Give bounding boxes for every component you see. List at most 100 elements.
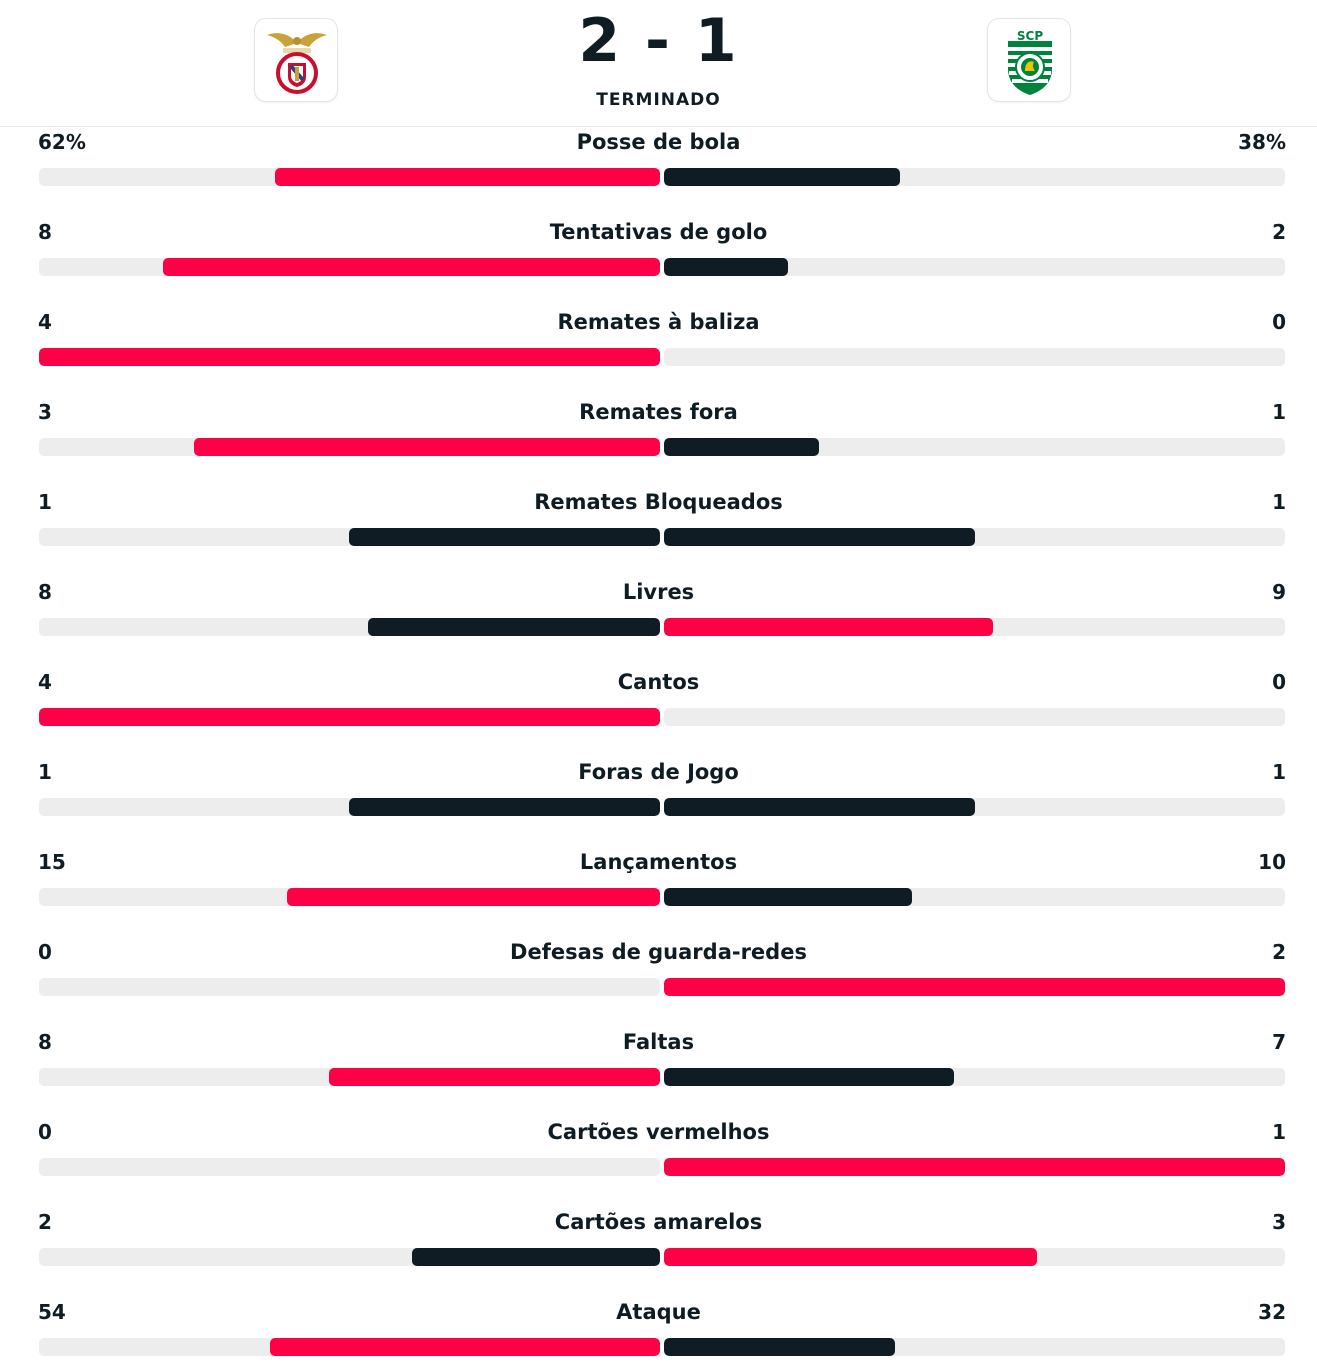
stat-away-value: 38% xyxy=(1238,130,1286,154)
stat-home-bar xyxy=(329,1068,660,1086)
stat-away-bar xyxy=(664,438,819,456)
stat-label: Foras de Jogo xyxy=(578,760,739,784)
stat-row: 8 Tentativas de golo 2 xyxy=(0,217,1317,307)
stat-away-value: 1 xyxy=(1272,400,1286,424)
stat-row: 2 Cartões amarelos 3 xyxy=(0,1207,1317,1297)
stat-away-bar xyxy=(664,798,975,816)
stat-home-bar-track xyxy=(39,528,660,546)
stat-away-bar-track xyxy=(664,258,1285,276)
stat-home-value: 8 xyxy=(38,1030,52,1054)
stat-away-bar-track xyxy=(664,438,1285,456)
stat-home-value: 1 xyxy=(38,760,52,784)
stat-home-bar xyxy=(412,1248,660,1266)
stat-row: 54 Ataque 32 xyxy=(0,1297,1317,1367)
stat-away-bar-track xyxy=(664,168,1285,186)
stat-row: 0 Defesas de guarda-redes 2 xyxy=(0,937,1317,1027)
stat-away-value: 10 xyxy=(1258,850,1286,874)
stat-away-value: 0 xyxy=(1272,310,1286,334)
stat-home-bar-track xyxy=(39,1338,660,1356)
stat-away-value: 2 xyxy=(1272,220,1286,244)
stat-home-bar xyxy=(39,348,660,366)
svg-text:SCP: SCP xyxy=(1017,29,1043,43)
stat-row: 8 Livres 9 xyxy=(0,577,1317,667)
stat-label: Defesas de guarda-redes xyxy=(510,940,807,964)
stat-away-bar xyxy=(664,168,900,186)
stat-home-value: 62% xyxy=(38,130,86,154)
stat-away-bar xyxy=(664,978,1285,996)
stat-home-value: 4 xyxy=(38,670,52,694)
stat-away-value: 2 xyxy=(1272,940,1286,964)
stat-away-bar xyxy=(664,888,912,906)
stat-label: Livres xyxy=(622,580,695,604)
stat-home-value: 15 xyxy=(38,850,66,874)
stat-away-bar xyxy=(664,1248,1037,1266)
stat-label: Cartões amarelos xyxy=(554,1210,763,1234)
stat-away-value: 1 xyxy=(1272,760,1286,784)
stat-away-value: 32 xyxy=(1258,1300,1286,1324)
stat-home-value: 0 xyxy=(38,1120,52,1144)
stat-home-bar-track xyxy=(39,798,660,816)
stat-home-bar xyxy=(163,258,660,276)
stat-home-bar xyxy=(349,798,660,816)
stat-away-value: 0 xyxy=(1272,670,1286,694)
stat-home-value: 8 xyxy=(38,580,52,604)
stat-home-value: 2 xyxy=(38,1210,52,1234)
stat-away-bar-track xyxy=(664,978,1285,996)
stat-row: 15 Lançamentos 10 xyxy=(0,847,1317,937)
stat-home-value: 4 xyxy=(38,310,52,334)
stat-home-value: 3 xyxy=(38,400,52,424)
match-statistics: 62% Posse de bola 38% 8 Tentativas de golo 2 4… xyxy=(0,127,1317,1367)
stat-home-value: 54 xyxy=(38,1300,66,1324)
stat-away-bar-track xyxy=(664,618,1285,636)
stat-row: 3 Remates fora 1 xyxy=(0,397,1317,487)
stat-home-bar-track xyxy=(39,438,660,456)
stat-away-bar-track xyxy=(664,348,1285,366)
stat-label: Remates Bloqueados xyxy=(534,490,783,514)
stat-row: 62% Posse de bola 38% xyxy=(0,127,1317,217)
stat-home-bar xyxy=(287,888,660,906)
stat-away-value: 1 xyxy=(1272,490,1286,514)
stat-away-bar-track xyxy=(664,888,1285,906)
stat-home-bar xyxy=(349,528,660,546)
stat-away-value: 1 xyxy=(1272,1120,1286,1144)
stat-away-value: 3 xyxy=(1272,1210,1286,1234)
stat-label: Remates fora xyxy=(579,400,738,424)
stat-away-bar-track xyxy=(664,1248,1285,1266)
stat-away-bar xyxy=(664,1068,954,1086)
stat-away-bar-track xyxy=(664,798,1285,816)
stat-away-bar-track xyxy=(664,1068,1285,1086)
stat-away-bar-track xyxy=(664,1338,1285,1356)
stat-home-bar-track xyxy=(39,168,660,186)
stat-row: 8 Faltas 7 xyxy=(0,1027,1317,1117)
benfica-crest-icon xyxy=(267,33,327,94)
stat-home-value: 0 xyxy=(38,940,52,964)
stat-label: Cantos xyxy=(617,670,700,694)
home-team-logo[interactable] xyxy=(254,18,338,102)
stat-row: 0 Cartões vermelhos 1 xyxy=(0,1117,1317,1207)
stat-row: 1 Remates Bloqueados 1 xyxy=(0,487,1317,577)
stat-home-bar-track xyxy=(39,1248,660,1266)
stat-label: Posse de bola xyxy=(576,130,741,154)
away-team-logo[interactable]: SCP xyxy=(987,18,1071,102)
stat-home-bar xyxy=(194,438,660,456)
stat-home-bar-track xyxy=(39,348,660,366)
stat-away-bar xyxy=(664,618,993,636)
stat-label: Tentativas de golo xyxy=(549,220,768,244)
stat-home-bar-track xyxy=(39,258,660,276)
stat-row: 1 Foras de Jogo 1 xyxy=(0,757,1317,847)
stat-home-value: 1 xyxy=(38,490,52,514)
stat-row: 4 Remates à baliza 0 xyxy=(0,307,1317,397)
stat-away-bar xyxy=(664,1338,895,1356)
stat-home-bar-track xyxy=(39,618,660,636)
stat-away-bar xyxy=(664,1158,1285,1176)
stat-home-bar xyxy=(39,708,660,726)
stat-away-bar xyxy=(664,258,788,276)
stat-home-bar-track xyxy=(39,1158,660,1176)
stat-away-bar-track xyxy=(664,528,1285,546)
stat-home-bar-track xyxy=(39,1068,660,1086)
match-header: 2 - 1 TERMINADO SCP xyxy=(0,0,1317,127)
stat-home-bar-track xyxy=(39,978,660,996)
stat-label: Faltas xyxy=(622,1030,695,1054)
stat-label: Lançamentos xyxy=(579,850,738,874)
stat-home-bar-track xyxy=(39,888,660,906)
